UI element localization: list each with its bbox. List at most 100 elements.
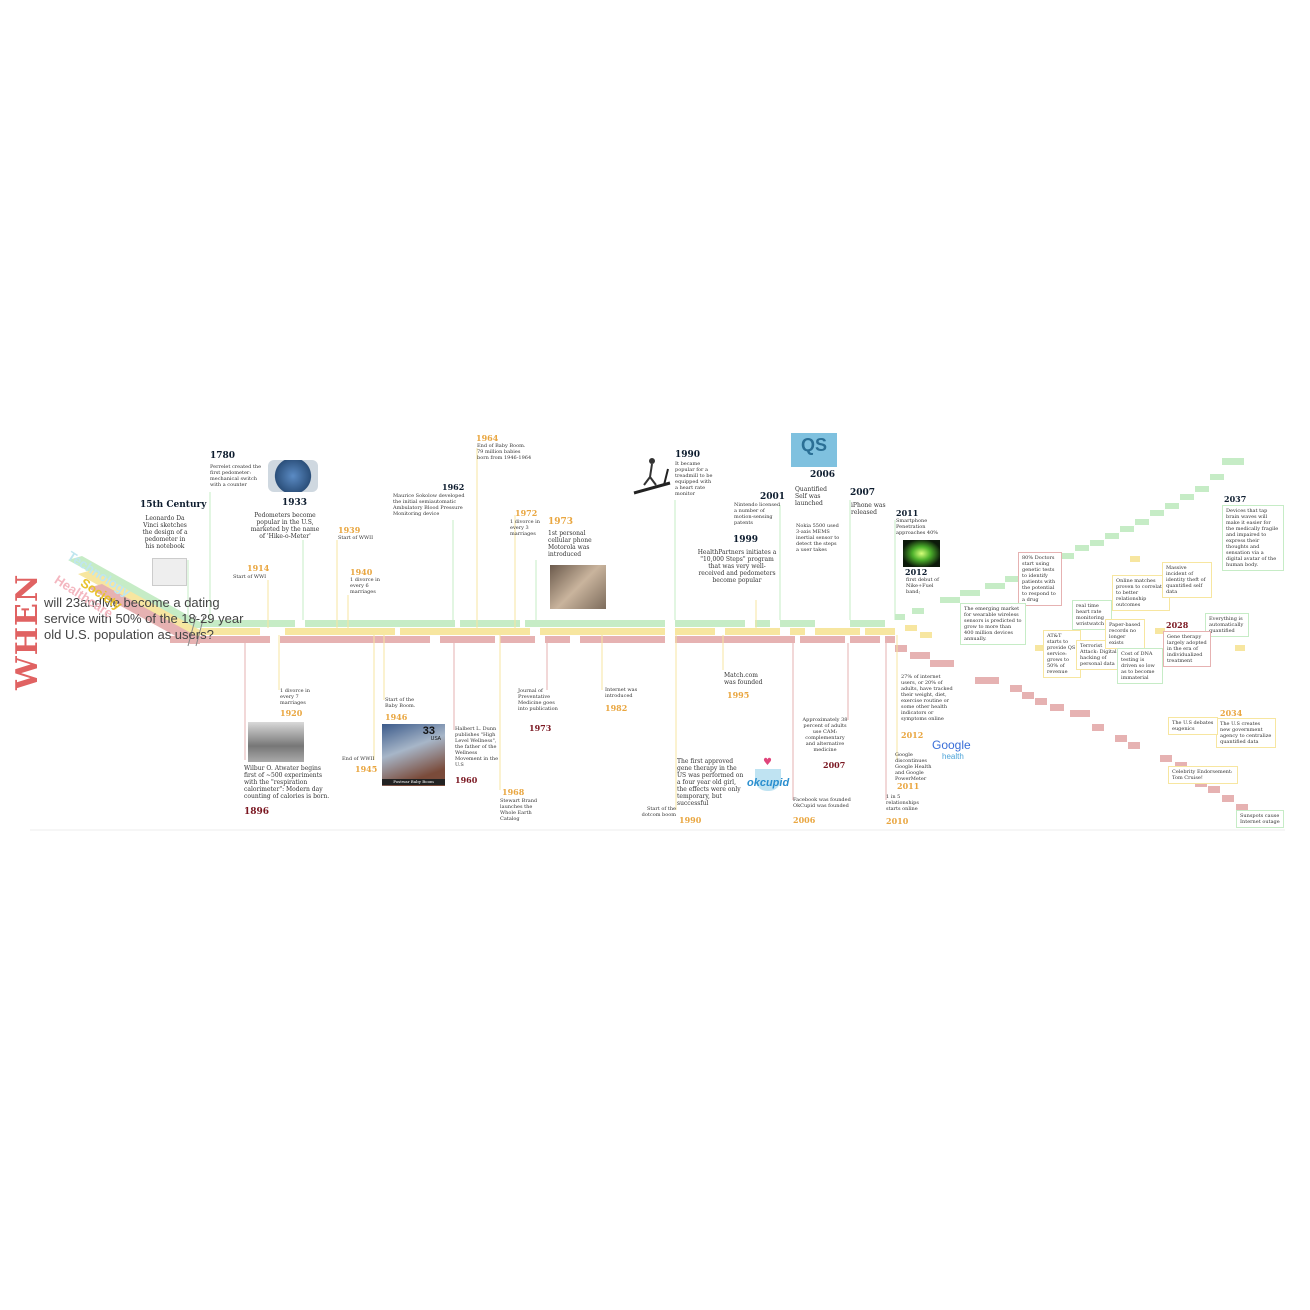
event-text: Google discontinues Google Health and Go…: [895, 752, 932, 782]
baby-boom-stamp: 33 USA Postwar Baby Boom: [382, 724, 445, 786]
event-text: End of WWII: [342, 756, 375, 762]
event-text: Journal of Preventative Medicine goes in…: [518, 688, 558, 712]
event-text: first debut of Nike+Fuel band;: [906, 577, 939, 595]
future-healthcare-blocks: [895, 645, 1248, 811]
event-year: 1945: [355, 764, 378, 774]
calorimeter-photo: [248, 722, 304, 762]
event-text: 1 divorce in every 7 marriages: [280, 688, 310, 706]
event-year: 15th Century: [140, 500, 207, 510]
event-text: 1 divorce in every 6 marriages: [350, 577, 380, 595]
google-logo-text: Google: [932, 738, 971, 752]
bottom-leader-lines: [244, 643, 887, 800]
event-text: Quantified Self was launched: [795, 486, 827, 507]
event-text: Wilbur O. Atwater begins first of ~500 e…: [244, 765, 330, 800]
google-health-logo: Google health: [932, 738, 982, 764]
healthcare-band: [170, 636, 895, 643]
event-text: It became popular for a treadmill to be …: [675, 461, 713, 497]
event-year: 2010: [886, 816, 909, 826]
event-text: Stewart Brand launches the Whole Earth C…: [500, 798, 538, 822]
google-health-text: health: [942, 752, 964, 761]
event-year: 1990: [675, 450, 701, 460]
future-event-box: Cost of DNA testing is driven so low as …: [1117, 648, 1163, 684]
event-text: 1 in 5 relationships starts online: [886, 794, 919, 812]
event-year: 1939: [338, 525, 361, 535]
future-event-box: Everything is automatically quantified: [1205, 613, 1249, 637]
event-year: 2011: [896, 508, 919, 518]
event-text: Smartphone Penetration approaches 40%: [896, 518, 939, 536]
future-year: 2028: [1166, 620, 1189, 630]
event-text: Nokia 5500 used 3-axis MEMS inertial sen…: [796, 523, 840, 553]
event-text: Start of the dotcom boom: [641, 806, 676, 818]
event-year: 2007: [850, 488, 876, 498]
bottom-leader-lines-society: [278, 635, 898, 810]
qs-logo-text: QS: [800, 435, 827, 455]
event-text: End of Baby Boom. 79 million babies born…: [477, 443, 532, 461]
event-text: 27% of internet users, or 20% of adults,…: [901, 674, 953, 722]
event-text: The first approved gene therapy in the U…: [677, 758, 744, 807]
event-year: 1914: [247, 563, 270, 573]
healthcare-band-lead: [88, 584, 200, 644]
event-year: 1973: [548, 517, 574, 527]
technology-band: [200, 620, 885, 627]
event-year: 2011: [897, 781, 920, 791]
event-text: Leonardo Da Vinci sketches the design of…: [142, 515, 188, 550]
future-event-box: Online matches proven to correlate to be…: [1112, 575, 1170, 611]
event-text: Maurice Sokolow developed the initial se…: [393, 493, 465, 517]
event-year: 1972: [515, 508, 538, 518]
future-event-box: The U.S creates new government agency to…: [1216, 718, 1276, 748]
event-year: 1962: [442, 482, 465, 492]
event-year: 2012: [905, 567, 928, 577]
event-text: HealthPartners initiates a "10,000 Steps…: [697, 549, 777, 584]
event-text: Match.com was founded: [724, 672, 763, 686]
event-year: 1940: [350, 567, 373, 577]
society-band-lead: [78, 570, 200, 636]
event-year: 2006: [793, 815, 816, 825]
event-year: 2006: [810, 470, 836, 480]
event-text: iPhone was released: [851, 502, 886, 516]
future-event-box: Celebrity Endorsement: Tom Cruise!: [1168, 766, 1238, 784]
top-leader-lines-society: [267, 448, 757, 628]
event-text: Approximately 38 percent of adults use C…: [802, 717, 848, 753]
event-year: 2012: [901, 730, 924, 740]
event-text: 1 divorce in every 3 marriages: [510, 519, 540, 537]
event-year: 1968: [502, 787, 525, 797]
future-year: 2037: [1224, 494, 1247, 504]
event-year: 1946: [385, 712, 408, 722]
quantified-self-logo: QS: [791, 433, 837, 467]
okcupid-logo-text: okcupid: [747, 777, 790, 789]
motorola-phone-image: [550, 565, 606, 609]
event-text: Nintendo licensed a number of motion-sen…: [734, 502, 781, 526]
future-event-box: Gene therapy largely adopted in the era …: [1163, 631, 1211, 667]
event-year: 1933: [282, 498, 308, 508]
event-text: Start of WWI: [233, 574, 267, 580]
future-event-box: Terrorist Attack: Digital hacking of per…: [1076, 640, 1122, 670]
break-marks: [187, 615, 205, 647]
event-year: 1780: [210, 451, 236, 461]
event-year: 1995: [727, 690, 750, 700]
future-event-box: The U.S debates eugenics: [1168, 717, 1218, 735]
event-text: Halbert L. Dunn publishes "High Level We…: [455, 726, 499, 768]
stamp-caption: Postwar Baby Boom: [382, 779, 445, 785]
future-event-box: Devices that tap brain waves will make i…: [1222, 505, 1284, 571]
pedometer-image: [268, 460, 318, 492]
society-band: [200, 628, 895, 635]
event-year: 1960: [455, 775, 478, 785]
okcupid-flask-icon: [755, 769, 781, 791]
event-year: 1973: [529, 723, 552, 733]
treadmill-image: [632, 455, 672, 495]
event-text: Internet was introduced: [605, 687, 638, 699]
stamp-value: 33: [422, 725, 435, 737]
future-event-box: Massive incident of identity theft of qu…: [1162, 562, 1212, 598]
pedometer-sketch-image: [152, 558, 187, 586]
event-text: Start of the Baby Boom.: [385, 697, 416, 709]
okcupid-logo: ♥ okcupid: [745, 755, 793, 795]
event-year: 1990: [679, 815, 702, 825]
heart-icon: ♥: [763, 757, 772, 768]
future-event-box: 80% Doctors start using genetic tests to…: [1018, 552, 1062, 606]
future-event-box: Sunspots cause Internet outage: [1236, 810, 1284, 828]
event-text: Facebook was founded OkCupid was founded: [793, 797, 851, 809]
event-text: 1st personal cellular phone Motorola was…: [548, 530, 592, 558]
event-year: 1896: [244, 807, 270, 817]
